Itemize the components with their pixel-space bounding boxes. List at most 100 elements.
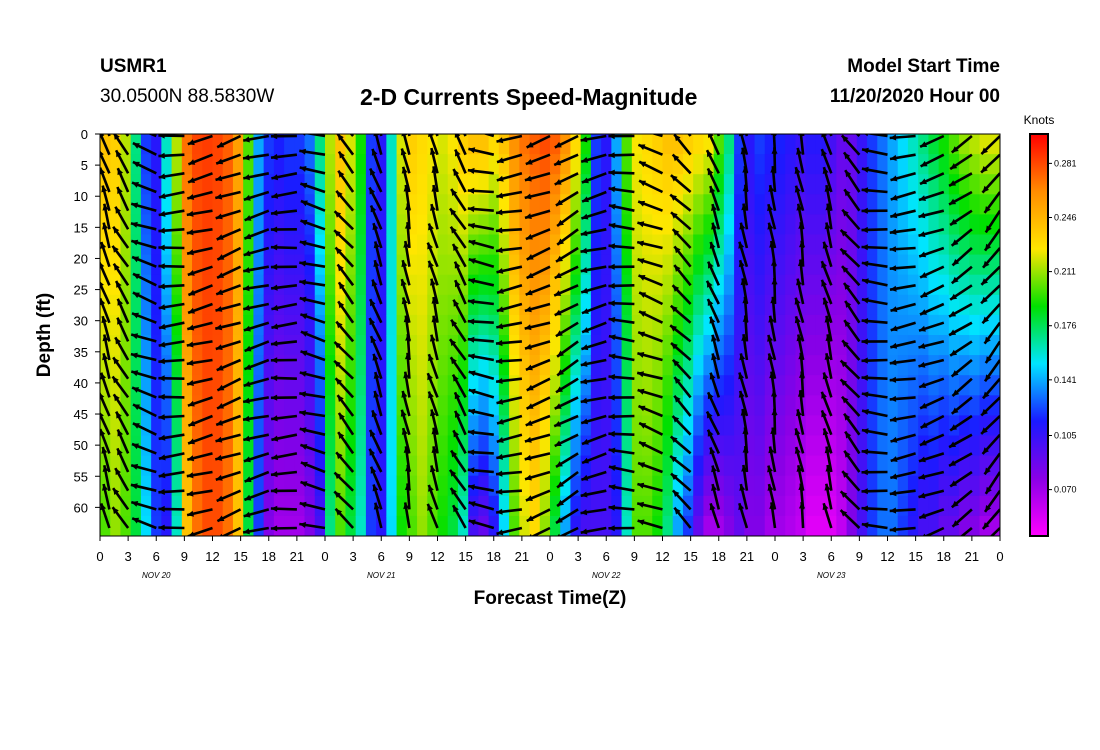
heatmap-cell xyxy=(744,455,756,477)
heatmap-cell xyxy=(959,495,970,517)
current-vector xyxy=(112,393,130,417)
heatmap-cell xyxy=(509,154,520,175)
heatmap-cell xyxy=(856,234,868,256)
colorbar-tick-label: 0.281 xyxy=(1054,158,1077,168)
current-vector xyxy=(453,261,467,286)
heatmap-cell xyxy=(222,174,234,195)
heatmap-cell xyxy=(959,455,970,477)
heatmap-cell xyxy=(652,194,664,215)
heatmap-cell xyxy=(754,314,766,336)
heatmap-cell xyxy=(468,515,480,536)
heatmap-cell xyxy=(478,375,490,396)
current-vector xyxy=(401,259,411,286)
heatmap-cell xyxy=(488,294,500,316)
heatmap-cell xyxy=(754,475,766,497)
current-vector xyxy=(841,208,861,231)
current-vector xyxy=(556,209,579,228)
heatmap-cell xyxy=(365,254,377,276)
heatmap-cell xyxy=(406,274,418,296)
heatmap-cell xyxy=(498,174,510,195)
current-vector xyxy=(404,222,411,249)
heatmap-cell xyxy=(273,515,285,536)
heatmap-cell xyxy=(325,475,336,497)
heatmap-cell xyxy=(805,495,817,517)
heatmap-cell xyxy=(570,455,582,477)
current-vector xyxy=(705,280,720,305)
heatmap-cell xyxy=(171,435,183,457)
heatmap-cell xyxy=(355,314,367,336)
current-vector xyxy=(400,148,411,174)
current-vector xyxy=(215,284,242,296)
current-vector xyxy=(950,134,973,154)
current-vector xyxy=(130,352,157,362)
heatmap-cell xyxy=(897,375,909,396)
heatmap-cell xyxy=(846,455,858,477)
heatmap-cell xyxy=(151,435,162,457)
heatmap-cell xyxy=(110,355,122,376)
current-vector xyxy=(822,166,833,193)
current-vector xyxy=(101,446,111,473)
heatmap-cell xyxy=(151,375,162,396)
heatmap-cell xyxy=(498,395,510,416)
heatmap-cell xyxy=(785,214,797,236)
current-vector xyxy=(608,152,635,159)
heatmap-cell xyxy=(263,395,275,416)
heatmap-cell xyxy=(601,134,612,155)
heatmap-cell xyxy=(611,355,623,376)
current-vector xyxy=(983,321,1000,345)
heatmap-cell xyxy=(294,355,306,376)
heatmap-cell xyxy=(468,134,480,155)
x-tick-label: 9 xyxy=(181,549,188,564)
current-vector xyxy=(335,320,355,343)
heatmap-cell xyxy=(560,134,572,155)
heatmap-cell xyxy=(877,314,889,336)
colorbar-tick-label: 0.211 xyxy=(1054,267,1076,277)
heatmap-cell xyxy=(529,274,541,296)
heatmap-cell xyxy=(519,234,531,256)
heatmap-cell xyxy=(631,475,643,497)
current-vector xyxy=(102,334,111,361)
current-vector xyxy=(300,219,326,231)
heatmap-cell xyxy=(672,194,684,215)
heatmap-cell xyxy=(202,415,214,437)
heatmap-cell xyxy=(918,274,930,296)
heatmap-cell xyxy=(867,174,878,195)
heatmap-cell xyxy=(437,314,449,336)
current-vector xyxy=(795,409,805,435)
heatmap-cell xyxy=(457,355,469,376)
heatmap-cell xyxy=(273,435,285,457)
heatmap-cell xyxy=(417,515,428,536)
x-tick-label: 21 xyxy=(965,549,979,564)
heatmap-cell xyxy=(529,294,541,316)
current-vector xyxy=(215,172,241,182)
heatmap-cell xyxy=(181,395,193,416)
current-vector xyxy=(711,222,721,249)
heatmap-cell xyxy=(325,254,336,276)
heatmap-cell xyxy=(682,455,694,477)
heatmap-cell xyxy=(130,375,142,396)
heatmap-cell xyxy=(509,134,520,155)
current-vector xyxy=(843,412,861,436)
current-vector xyxy=(919,433,945,447)
heatmap-cell xyxy=(785,194,797,215)
heatmap-cell xyxy=(744,335,756,356)
heatmap-cell xyxy=(631,395,643,416)
heatmap-cell xyxy=(775,194,786,215)
heatmap-cell xyxy=(672,254,684,276)
heatmap-cell xyxy=(959,214,970,236)
heatmap-cell xyxy=(764,174,776,195)
current-vector xyxy=(299,260,326,268)
current-vector xyxy=(368,186,383,212)
heatmap-cell xyxy=(682,435,694,457)
x-tick-label: 6 xyxy=(828,549,835,564)
heatmap-cell xyxy=(856,335,868,356)
heatmap-cell xyxy=(232,455,244,477)
current-vector xyxy=(495,340,523,347)
current-vector xyxy=(771,408,778,435)
heatmap-cell xyxy=(171,375,183,396)
heatmap-cell xyxy=(969,355,981,376)
heatmap-cell xyxy=(621,174,633,195)
day-label: NOV 22 xyxy=(592,571,621,580)
y-tick-label: 5 xyxy=(81,158,88,173)
heatmap-cell xyxy=(406,134,418,155)
